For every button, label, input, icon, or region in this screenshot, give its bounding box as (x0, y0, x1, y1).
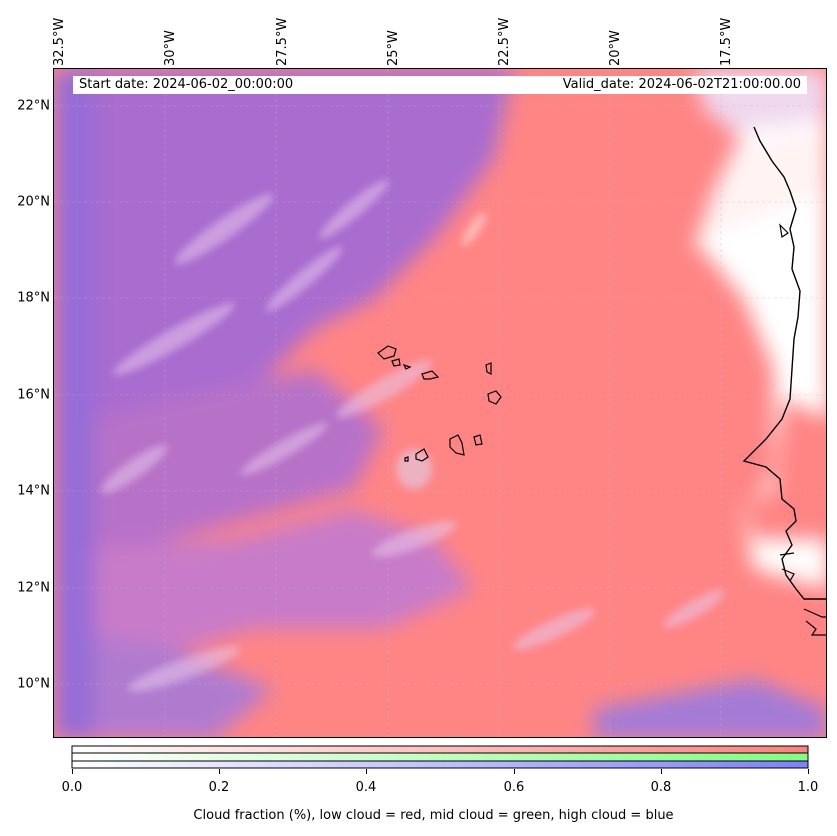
colorbar-tick-mark (808, 769, 809, 774)
lat-label: 20°N (17, 194, 50, 210)
colorbar-tick-label: 0.6 (503, 780, 525, 795)
lon-label: 25°W (386, 30, 401, 66)
start-date: Start date: 2024-06-02_00:00:00 (79, 77, 294, 92)
colorbar-tick-label: 0.4 (355, 780, 377, 795)
lon-label: 22.5°W (497, 17, 512, 66)
colorbar-tick-mark (72, 769, 73, 774)
colorbar-tick-mark (366, 769, 367, 774)
lat-label: 12°N (17, 580, 50, 596)
colorbar-tick-label: 1.0 (797, 780, 819, 795)
cloud-streaks (100, 179, 725, 692)
lat-label: 22°N (17, 98, 50, 114)
valid-date: Valid_date: 2024-06-02T21:00:00.00 (562, 77, 801, 92)
lon-label: 30°W (163, 30, 178, 66)
colorbar-tick-mark (514, 769, 515, 774)
lat-label: 16°N (17, 387, 50, 403)
lon-label: 32.5°W (52, 17, 67, 66)
date-info-box: Start date: 2024-06-02_00:00:00 Valid_da… (73, 76, 807, 94)
colorbar-tick-mark (661, 769, 662, 774)
lon-label: 17.5°W (719, 17, 734, 66)
colorbar-label: Cloud fraction (%), low cloud = red, mid… (193, 808, 674, 823)
lat-label: 14°N (17, 483, 50, 499)
colorbar-mid-cloud (71, 752, 809, 762)
colorbar-high-cloud (71, 760, 809, 769)
lat-label: 10°N (17, 676, 50, 692)
colorbar-tick-mark (219, 769, 220, 774)
africa-coastline (779, 223, 789, 239)
colorbar-tick-label: 0.0 (61, 780, 83, 795)
lon-label: 27.5°W (275, 17, 290, 66)
africa-coastline (742, 126, 826, 600)
high-cloud-layer (54, 69, 826, 737)
lon-label: 20°W (608, 30, 623, 66)
colorbar-tick-label: 0.2 (208, 780, 230, 795)
cloud-fraction-map (53, 68, 827, 738)
cape-verde-islands (377, 345, 502, 462)
graticule (54, 69, 826, 737)
colorbar-low-cloud (71, 745, 809, 754)
lat-label: 18°N (17, 290, 50, 306)
africa-coastline (779, 552, 826, 636)
colorbar (71, 745, 809, 769)
colorbar-tick-label: 0.8 (650, 780, 672, 795)
